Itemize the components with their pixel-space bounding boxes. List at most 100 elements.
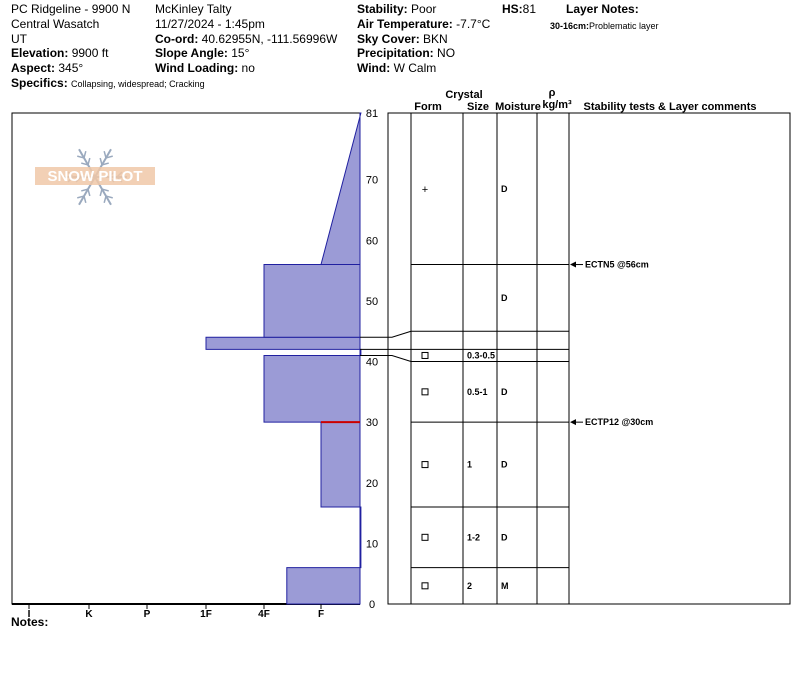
location: PC Ridgeline - 9900 N [11,2,131,16]
hardness-label-4F: 4F [258,609,270,620]
precip-row: Precipitation: NO [357,46,455,60]
snowflake-branch [103,150,107,159]
hardness-bar [359,506,362,569]
snowflake-branch [83,150,87,159]
comments-header: Stability tests & Layer comments [583,101,756,113]
height-tick-label: 60 [366,235,378,247]
moisture-header: Moisture [495,101,541,113]
elevation-row: Elevation: 9900 ft [11,46,108,60]
hardness-bar [263,354,361,423]
size-value: 0.5-1 [467,387,488,397]
hs-label: HS: [502,2,523,16]
sky-label: Sky Cover: [357,32,420,46]
snowflake-branch [81,188,89,192]
form-square-icon [421,388,429,396]
form-square-icon [421,351,429,359]
size-header: Size [467,101,489,113]
elevation-value: 9900 ft [71,46,109,60]
hs-row: HS:81 [502,2,536,16]
coord-value: 40.62955N, -111.56996W [201,32,338,46]
layer-notes-label: Layer Notes: [566,2,639,16]
state: UT [11,32,27,46]
hardness-label-1F: 1F [200,609,212,620]
snowflake-branch [83,195,87,204]
size-value: 1-2 [467,532,480,542]
form-header: Form [414,101,442,113]
wind-loading-value: no [241,61,255,75]
snowflake-branch [87,157,91,166]
layer-connector [360,330,412,338]
wind-value: W Calm [393,61,437,75]
stability-row: Stability: Poor [357,2,436,16]
hardness-label-P: P [144,609,151,620]
notes-label: Notes: [11,615,49,629]
height-tick-label: 30 [366,417,378,429]
watermark-band [35,167,155,185]
moisture-value: D [501,460,508,470]
aspect-row: Aspect: 345° [11,61,83,75]
height-tick-label: 20 [366,478,378,490]
height-tick-label: 50 [366,296,378,308]
slope-value: 15° [231,46,250,60]
height-tick-label: 0 [369,599,375,611]
watermark-text: SNOW PILOT [48,168,143,185]
hardness-bar [263,264,361,338]
moisture-value: M [501,581,509,591]
hs-value: 81 [522,2,537,16]
height-tick-label: 70 [366,175,378,187]
specifics-row: Specifics: Collapsing, widespread; Crack… [11,76,205,91]
size-value: 1 [467,460,472,470]
hardness-label-I: I [28,609,31,620]
slope-row: Slope Angle: 15° [155,46,249,60]
slope-label: Slope Angle: [155,46,228,60]
aspect-label: Aspect: [11,61,56,75]
sky-value: BKN [423,32,448,46]
density-unit: kg/m³ [542,99,572,111]
snowflake-branch [99,157,103,166]
snowflake-branch [99,188,103,197]
height-tick-label: 81 [366,108,378,120]
snowflake-branch [105,155,113,159]
snowflake-branch [105,195,113,199]
moisture-value: D [501,532,508,542]
layer-note-text: Problematic layer [589,21,659,31]
air-temp-label: Air Temperature: [357,17,453,31]
form-square-icon [421,582,429,590]
wind-row: Wind: W Calm [357,61,436,75]
elevation-label: Elevation: [11,46,69,60]
layer-note-range: 30-16cm: [550,21,590,31]
precip-value: NO [437,46,456,60]
snowflake-branch [77,155,85,159]
moisture-value: D [501,184,508,194]
hardness-bar [320,112,362,266]
air-temp-row: Air Temperature: -7.7°C [357,17,490,31]
observer: McKinley Talty [155,2,232,16]
hardness-bar [286,567,361,605]
density-symbol: ρ [549,87,556,99]
snowflake-branch [81,162,89,166]
size-value: 2 [467,581,472,591]
hardness-label-F: F [318,609,324,620]
stability-test-label: ECTP12 @30cm [585,417,653,427]
hardness-bar [359,348,362,356]
size-value: 0.3-0.5 [467,350,495,360]
hardness-bar [320,421,361,508]
specifics-value: Collapsing, widespread; Cracking [71,79,205,89]
moisture-value: D [501,293,508,303]
test-arrow-icon [570,419,576,426]
height-tick-label: 40 [366,357,378,369]
range: Central Wasatch [11,17,100,31]
moisture-value: D [501,387,508,397]
snowflake-branch [77,195,85,199]
snowflake-branch [101,188,109,192]
wind-loading-label: Wind Loading: [155,61,239,75]
snowflake-branch [103,195,107,204]
air-temp-value: -7.7°C [456,17,491,31]
coord-row: Co-ord: 40.62955N, -111.56996W [155,32,337,46]
specifics-label: Specifics: [11,76,68,90]
layer-table-frame [387,112,791,605]
wind-label: Wind: [357,61,391,75]
layer-note-row: 30-16cm:Problematic layer [550,19,659,33]
sky-row: Sky Cover: BKN [357,32,448,46]
